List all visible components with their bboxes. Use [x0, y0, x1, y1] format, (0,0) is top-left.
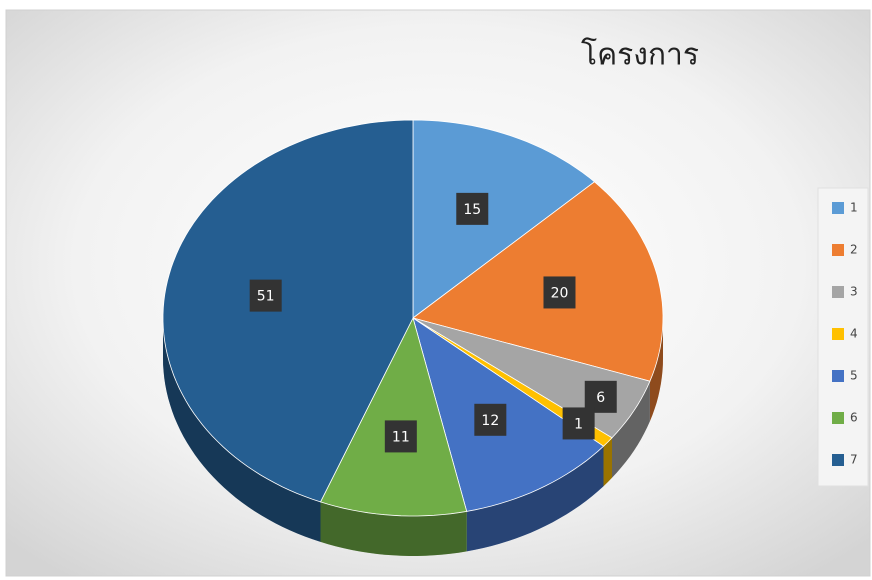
- legend-label: 2: [850, 243, 858, 257]
- chart-title: โครงการ: [581, 37, 699, 73]
- data-label-box: [474, 403, 507, 436]
- side-shade: [612, 381, 650, 478]
- legend-swatch: [832, 202, 844, 214]
- data-label-box: [543, 276, 576, 309]
- slice-side: [612, 381, 650, 478]
- legend-swatch: [832, 328, 844, 340]
- data-label: 1: [574, 416, 583, 432]
- slice: [162, 119, 414, 503]
- side-shade: [320, 501, 467, 556]
- legend-swatch: [832, 286, 844, 298]
- side-shade: [649, 318, 663, 422]
- side-shade: [163, 318, 321, 542]
- slice-side: [320, 501, 467, 556]
- slice-side: [649, 318, 663, 422]
- data-label: 6: [596, 390, 605, 406]
- data-label: 12: [481, 413, 499, 429]
- data-label-box: [249, 279, 282, 312]
- data-label-box: [456, 192, 489, 225]
- slice: [412, 181, 664, 382]
- data-label-box: [384, 420, 417, 453]
- slice-side: [163, 318, 321, 542]
- side-shade: [603, 437, 612, 487]
- data-label: 15: [463, 202, 481, 218]
- legend-label: 1: [850, 201, 858, 215]
- slice: [319, 316, 468, 517]
- data-label: 11: [392, 429, 410, 445]
- legend-swatch: [832, 244, 844, 256]
- legend-label: 3: [850, 285, 858, 299]
- data-label: 51: [257, 289, 275, 305]
- legend-swatch: [832, 412, 844, 424]
- slice: [412, 119, 596, 319]
- legend-label: 4: [850, 327, 858, 341]
- data-label-box: [562, 407, 595, 440]
- legend-label: 5: [850, 369, 858, 383]
- slice-side: [603, 437, 612, 487]
- legend-swatch: [832, 454, 844, 466]
- legend-swatch: [832, 370, 844, 382]
- legend-label: 6: [850, 411, 858, 425]
- slice: [412, 317, 605, 512]
- legend-label: 7: [850, 453, 858, 467]
- data-label: 20: [551, 285, 569, 301]
